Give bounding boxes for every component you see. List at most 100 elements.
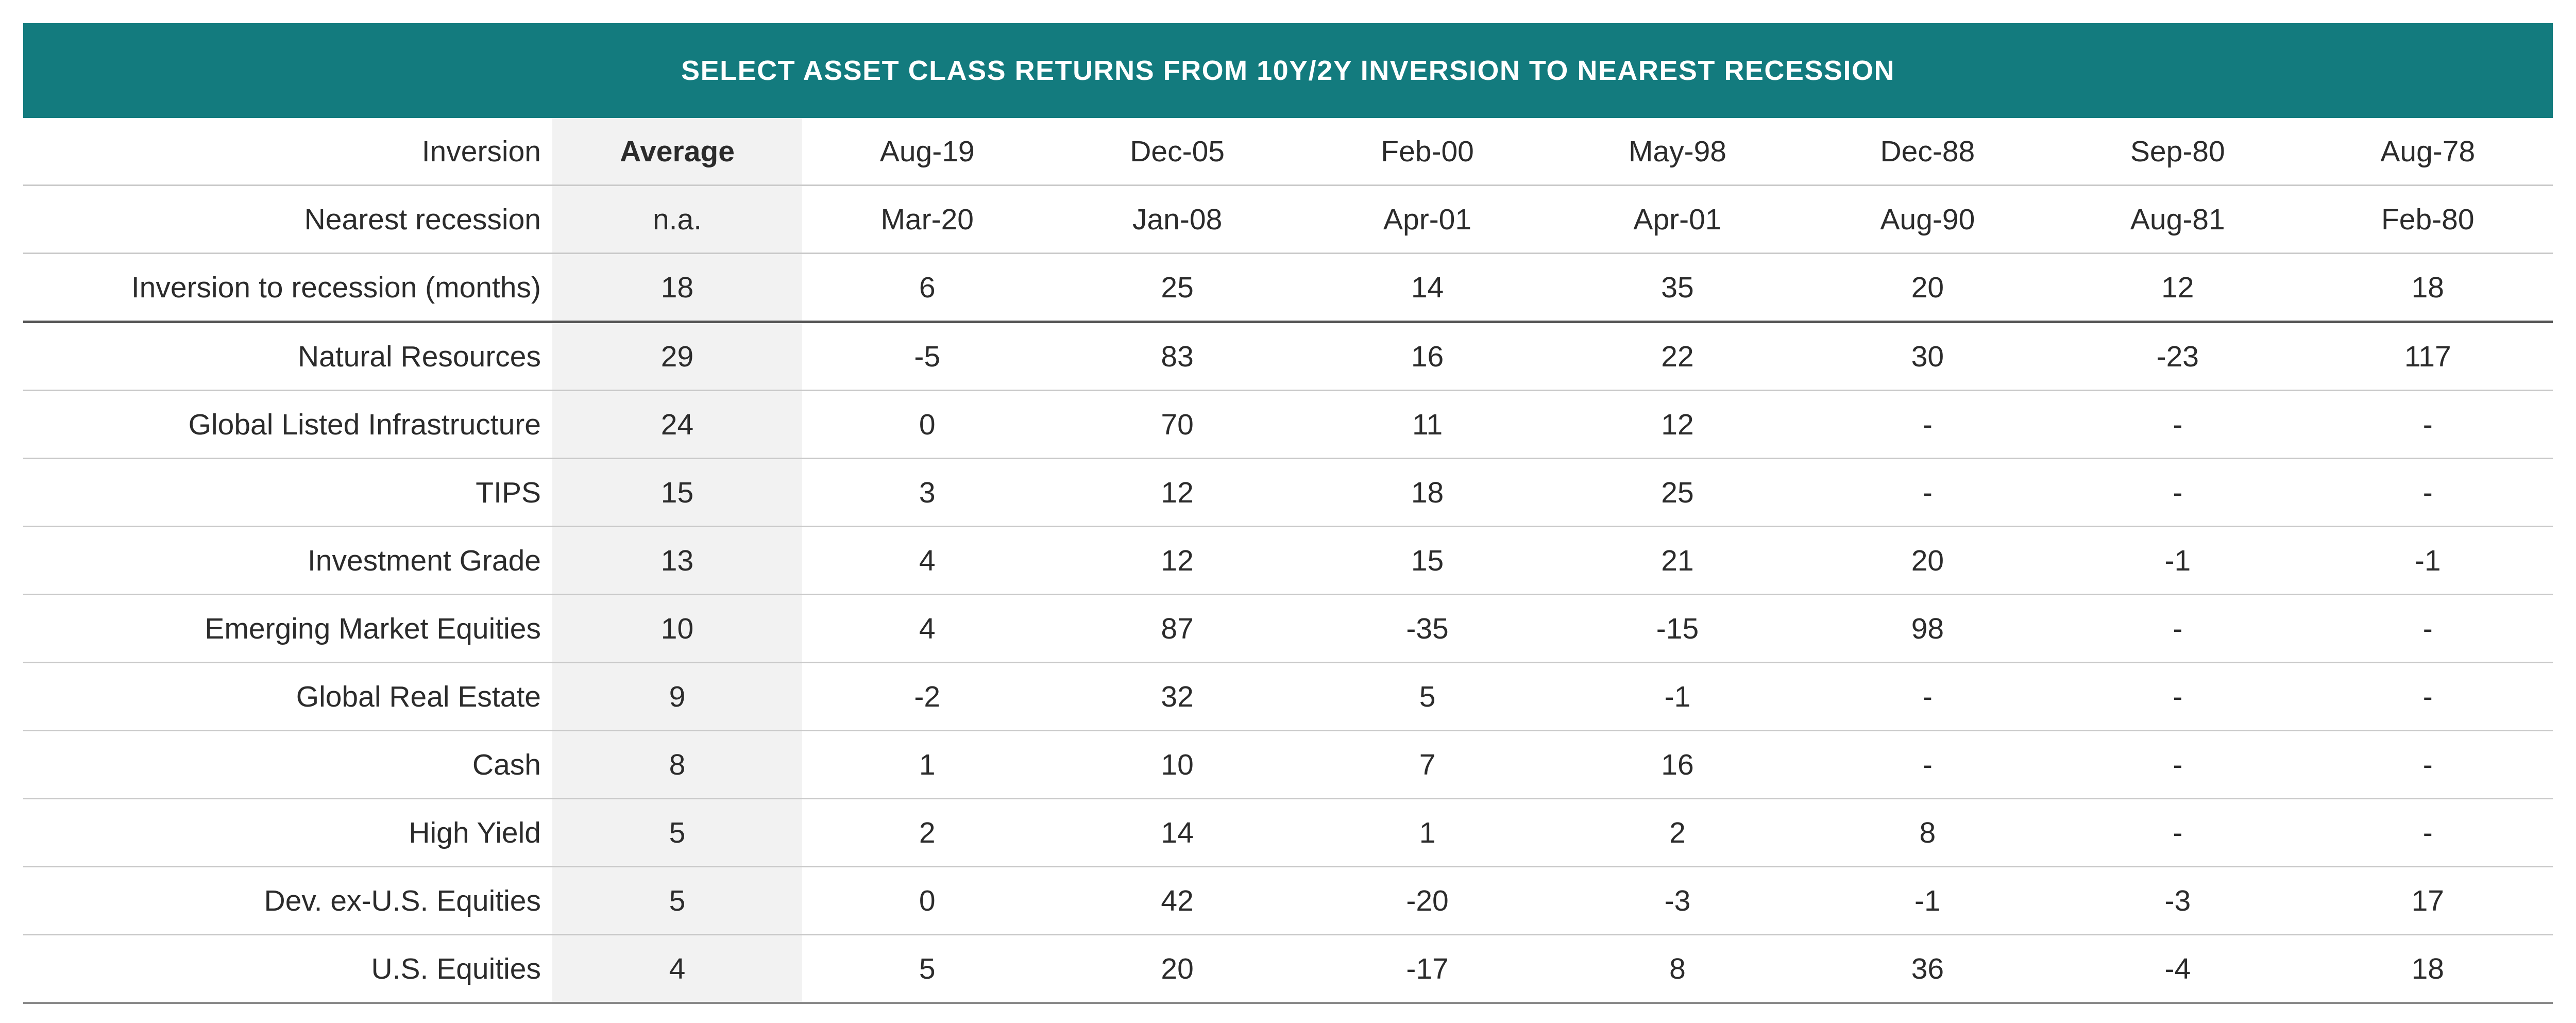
value-cell: 10: [1052, 730, 1302, 799]
value-cell: Dec-05: [1052, 118, 1302, 186]
value-cell: -1: [2053, 526, 2303, 595]
row-label: Emerging Market Equities: [23, 594, 552, 663]
average-cell: Average: [552, 118, 802, 186]
value-cell: 21: [1552, 526, 1803, 595]
value-cell: Apr-01: [1302, 185, 1553, 254]
table-row: High Yield 5 2 14 1 2 8- -: [23, 798, 2553, 867]
value-cell: Aug-19: [802, 118, 1053, 186]
average-cell: n.a.: [552, 185, 802, 254]
value-cell: 0: [802, 866, 1053, 935]
value-cell: -: [2302, 798, 2553, 867]
table-row: Natural Resources 29 -5 83 16 22 30 -23 117: [23, 322, 2553, 391]
value-cell: 3: [802, 458, 1053, 527]
value-cell: 8: [1552, 934, 1803, 1004]
value-cell: 1: [802, 730, 1053, 799]
value-cell: 36: [1802, 934, 2053, 1004]
row-label: Inversion to recession (months): [23, 253, 552, 323]
value-cell: -20: [1302, 866, 1553, 935]
value-cell: 12: [2053, 253, 2303, 323]
table-body: Inversion Average Aug-19 Dec-05 Feb-00 May-98…: [23, 118, 2553, 1004]
value-cell: Feb-00: [1302, 118, 1553, 186]
value-cell: 22: [1552, 322, 1803, 391]
value-cell: -1: [1552, 662, 1803, 731]
value-cell: 14: [1052, 798, 1302, 867]
value-cell: -17: [1302, 934, 1553, 1004]
value-cell: -: [2302, 594, 2553, 663]
value-cell: -: [2053, 594, 2303, 663]
value-cell: 12: [1052, 526, 1302, 595]
header-row: Inversion to recession (months) 18 6 25 14 35…: [23, 253, 2553, 323]
row-label: Global Real Estate: [23, 662, 552, 731]
table-row: Emerging Market Equities 10 4 87 -35 -15 98- -: [23, 594, 2553, 663]
row-label: Dev. ex-U.S. Equities: [23, 866, 552, 935]
value-cell: -4: [2053, 934, 2303, 1004]
value-cell: Aug-90: [1802, 185, 2053, 254]
value-cell: -: [1802, 390, 2053, 459]
value-cell: -1: [1802, 866, 2053, 935]
row-label: High Yield: [23, 798, 552, 867]
value-cell: 18: [2302, 934, 2553, 1004]
value-cell: Aug-81: [2053, 185, 2303, 254]
average-cell: 29: [552, 322, 802, 391]
value-cell: -: [2053, 730, 2303, 799]
header-row: Nearest recession n.a. Mar-20 Jan-08 Apr-01 A…: [23, 185, 2553, 254]
value-cell: 117: [2302, 322, 2553, 391]
average-cell: 24: [552, 390, 802, 459]
value-cell: 12: [1052, 458, 1302, 527]
value-cell: Apr-01: [1552, 185, 1803, 254]
value-cell: 16: [1552, 730, 1803, 799]
value-cell: 18: [1302, 458, 1553, 527]
row-label: TIPS: [23, 458, 552, 527]
value-cell: 1: [1302, 798, 1553, 867]
value-cell: Jan-08: [1052, 185, 1302, 254]
average-cell: 18: [552, 253, 802, 323]
value-cell: -: [2302, 662, 2553, 731]
table-row: Global Listed Infrastructure 24 0 70 11 12- - -: [23, 390, 2553, 459]
value-cell: -: [2302, 390, 2553, 459]
value-cell: 6: [802, 253, 1053, 323]
header-row: Inversion Average Aug-19 Dec-05 Feb-00 May-98…: [23, 118, 2553, 186]
value-cell: 2: [802, 798, 1053, 867]
value-cell: 32: [1052, 662, 1302, 731]
value-cell: 5: [1302, 662, 1553, 731]
value-cell: Mar-20: [802, 185, 1053, 254]
value-cell: 7: [1302, 730, 1553, 799]
table-row: Global Real Estate 9 -2 32 5 -1- - -: [23, 662, 2553, 731]
value-cell: 25: [1552, 458, 1803, 527]
value-cell: 8: [1802, 798, 2053, 867]
value-cell: -3: [2053, 866, 2303, 935]
value-cell: 11: [1302, 390, 1553, 459]
value-cell: 42: [1052, 866, 1302, 935]
table-row: Investment Grade 13 4 12 15 21 20 -1 -1: [23, 526, 2553, 595]
row-label: Natural Resources: [23, 322, 552, 391]
value-cell: 70: [1052, 390, 1302, 459]
average-cell: 8: [552, 730, 802, 799]
value-cell: -2: [802, 662, 1053, 731]
row-label: Inversion: [23, 118, 552, 186]
value-cell: -: [2302, 458, 2553, 527]
value-cell: -: [2302, 730, 2553, 799]
value-cell: -: [1802, 730, 2053, 799]
value-cell: -: [2053, 458, 2303, 527]
value-cell: -35: [1302, 594, 1553, 663]
average-cell: 4: [552, 934, 802, 1004]
row-label: Cash: [23, 730, 552, 799]
value-cell: 0: [802, 390, 1053, 459]
average-cell: 5: [552, 866, 802, 935]
value-cell: 14: [1302, 253, 1553, 323]
value-cell: 12: [1552, 390, 1803, 459]
value-cell: 83: [1052, 322, 1302, 391]
value-cell: Dec-88: [1802, 118, 2053, 186]
value-cell: -: [1802, 458, 2053, 527]
value-cell: 5: [802, 934, 1053, 1004]
average-cell: 13: [552, 526, 802, 595]
value-cell: Sep-80: [2053, 118, 2303, 186]
value-cell: 4: [802, 526, 1053, 595]
value-cell: 30: [1802, 322, 2053, 391]
row-label: Global Listed Infrastructure: [23, 390, 552, 459]
value-cell: 17: [2302, 866, 2553, 935]
row-label: Nearest recession: [23, 185, 552, 254]
value-cell: 35: [1552, 253, 1803, 323]
average-cell: 15: [552, 458, 802, 527]
value-cell: -: [2053, 662, 2303, 731]
